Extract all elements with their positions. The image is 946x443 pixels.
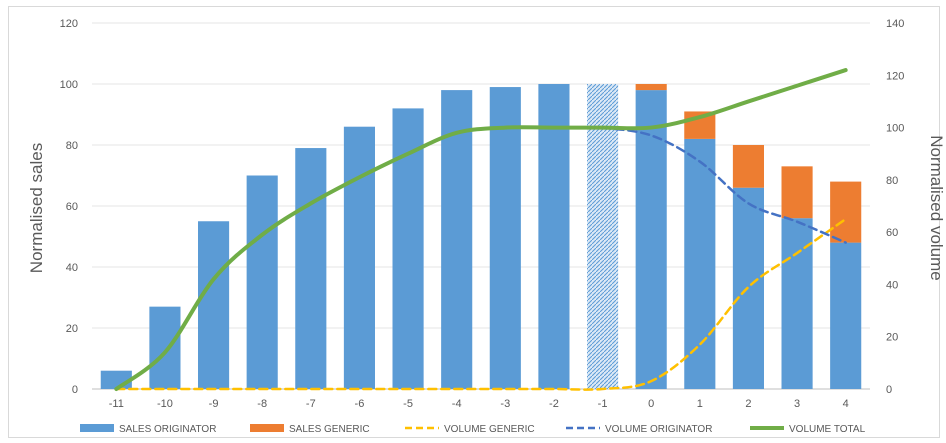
bar	[781, 218, 813, 389]
bar	[635, 84, 667, 91]
legend-label: SALES GENERIC	[289, 424, 370, 435]
bar	[830, 242, 862, 389]
bar	[732, 145, 764, 188]
bar	[441, 90, 473, 389]
bar	[684, 138, 716, 389]
series-line	[115, 217, 847, 391]
series-line	[601, 126, 847, 244]
right-axis-label: Normalised volume	[927, 135, 946, 281]
x-tick-label: 0	[648, 398, 654, 410]
left-tick-label: 60	[66, 201, 78, 213]
left-tick-label: 20	[66, 323, 78, 335]
bar	[149, 306, 181, 389]
bar	[635, 90, 667, 389]
legend-label: VOLUME TOTAL	[789, 424, 866, 435]
x-tick-label: 2	[745, 398, 751, 410]
right-tick-label: 80	[886, 175, 898, 187]
left-tick-label: 40	[66, 262, 78, 274]
right-tick-label: 20	[886, 332, 898, 344]
left-tick-label: 120	[60, 18, 78, 30]
bar	[587, 84, 619, 389]
x-tick-label: -8	[257, 398, 267, 410]
bar	[781, 166, 813, 219]
x-tick-label: -5	[403, 398, 413, 410]
legend-label: VOLUME GENERIC	[444, 424, 535, 435]
bar	[246, 175, 278, 389]
left-axis-ticks: 0 20 40 60 80 100 120	[60, 18, 78, 396]
left-axis-label: Normalised sales	[27, 143, 46, 273]
x-tick-label: -4	[452, 398, 462, 410]
legend: SALES ORIGINATOR SALES GENERIC VOLUME GENE…	[80, 424, 866, 435]
x-axis-ticks: -11 -10 -9 -8 -7 -6 -5 -4 -3 -2 -1 0 1 2 3 4	[109, 398, 849, 410]
x-tick-label: 4	[843, 398, 849, 410]
bar	[830, 181, 862, 243]
x-tick-label: -2	[549, 398, 559, 410]
right-tick-label: 60	[886, 227, 898, 239]
lines-layer	[114, 68, 848, 391]
x-tick-label: -7	[306, 398, 316, 410]
legend-label: SALES ORIGINATOR	[119, 424, 216, 435]
x-tick-label: -3	[500, 398, 510, 410]
bar	[295, 148, 327, 389]
bar	[198, 221, 230, 389]
right-tick-label: 100	[886, 123, 904, 135]
right-tick-label: 40	[886, 279, 898, 291]
x-tick-label: -6	[355, 398, 365, 410]
legend-swatch	[80, 424, 114, 432]
legend-swatch	[250, 424, 284, 432]
series-line	[114, 68, 848, 391]
bar	[489, 87, 521, 390]
left-tick-label: 80	[66, 140, 78, 152]
x-tick-label: -10	[157, 398, 173, 410]
right-tick-label: 120	[886, 70, 904, 82]
x-tick-label: 1	[697, 398, 703, 410]
x-tick-label: -1	[598, 398, 608, 410]
bar	[343, 126, 375, 389]
legend-label: VOLUME ORIGINATOR	[605, 424, 712, 435]
left-tick-label: 100	[60, 79, 78, 91]
x-tick-label: -9	[209, 398, 219, 410]
right-tick-label: 0	[886, 384, 892, 396]
right-tick-label: 140	[886, 18, 904, 30]
x-tick-label: -11	[109, 398, 124, 410]
right-axis-ticks: 0 20 40 60 80 100 120 140	[886, 18, 904, 396]
bar	[538, 84, 570, 389]
left-tick-label: 0	[72, 384, 78, 396]
x-tick-label: 3	[794, 398, 800, 410]
